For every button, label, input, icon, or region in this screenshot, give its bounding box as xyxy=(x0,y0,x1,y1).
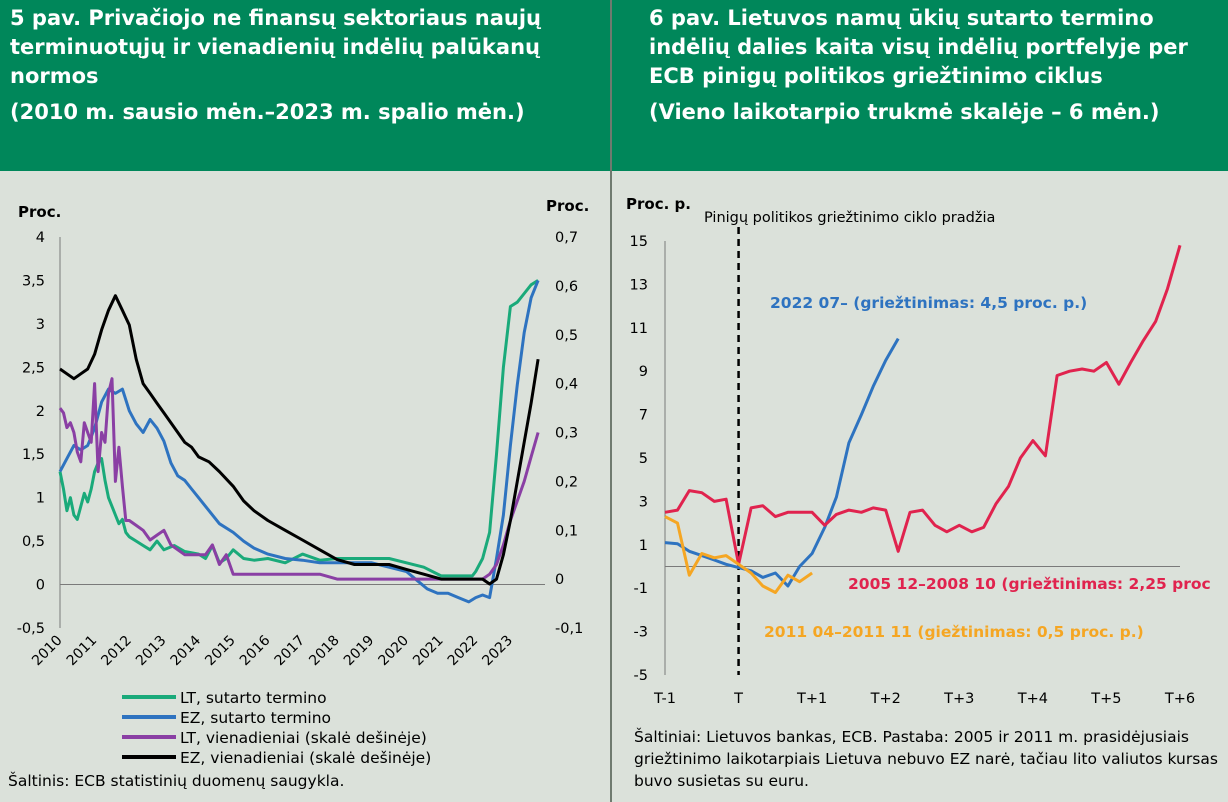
right-panel: 6 pav. Lietuvos namų ūkių sutarto termin… xyxy=(612,0,1228,802)
x-tick-label: 2022 xyxy=(445,633,482,670)
series-line-cycle_2022 xyxy=(664,337,900,588)
y-left-tick-label: 4 xyxy=(36,230,45,246)
x-tick-label: 2016 xyxy=(237,632,274,669)
y-tick-label: 1 xyxy=(639,538,648,554)
y-left-tick-label: 0,5 xyxy=(22,534,45,550)
y-tick-label: 7 xyxy=(639,408,648,424)
y-tick-label: 15 xyxy=(630,234,648,250)
y-right-tick-label: 0,3 xyxy=(555,426,578,442)
series-line-lt_term xyxy=(58,279,539,578)
tightening-start-label: Pinigų politikos griežtinimo ciklo pradž… xyxy=(704,210,995,226)
y-right-tick-label: 0,4 xyxy=(555,377,578,393)
y-right-tick-label: -0,1 xyxy=(555,621,583,637)
y-tick-label: -5 xyxy=(634,668,648,684)
left-panel-header: 5 pav. Privačiojo ne finansų sektoriaus … xyxy=(0,0,610,171)
x-tick-label: 2018 xyxy=(306,633,343,670)
y-right-tick-label: 0,5 xyxy=(555,328,578,344)
x-tick-label: T+2 xyxy=(870,691,901,707)
y-left-tick-label: -0,5 xyxy=(17,621,45,637)
legend-label-ez_overnight: EZ, vienadieniai (skalė dešinėje) xyxy=(180,749,431,767)
series-line-lt_overnight xyxy=(58,377,540,581)
right-chart-title: 6 pav. Lietuvos namų ūkių sutarto termin… xyxy=(649,6,1188,88)
left-chart-title: 5 pav. Privačiojo ne finansų sektoriaus … xyxy=(10,6,541,88)
x-tick-label: 2021 xyxy=(410,633,447,670)
legend-label-lt_term: LT, sutarto termino xyxy=(180,689,327,707)
left-chart-subtitle: (2010 m. sausio mėn.–2023 m. spalio mėn.… xyxy=(10,100,525,124)
x-tick-label: T xyxy=(733,691,743,707)
x-tick-label: 2011 xyxy=(64,633,101,670)
series-line-ez_term xyxy=(58,279,540,604)
x-tick-label: T+1 xyxy=(796,691,827,707)
y-tick-label: -3 xyxy=(634,625,648,641)
y-tick-label: 11 xyxy=(630,321,648,337)
x-tick-label: 2019 xyxy=(341,633,378,670)
left-panel: 5 pav. Privačiojo ne finansų sektoriaus … xyxy=(0,0,610,802)
legend-label-lt_overnight: LT, vienadieniai (skalė dešinėje) xyxy=(180,729,427,747)
right-panel-header: 6 pav. Lietuvos namų ūkių sutarto termin… xyxy=(612,0,1228,171)
y-tick-label: 3 xyxy=(639,494,648,510)
right-y-axis-label: Proc. xyxy=(546,197,589,215)
y-right-tick-label: 0,1 xyxy=(555,523,578,539)
left-source-note: Šaltinis: ECB statistinių duomenų saugyk… xyxy=(8,772,345,790)
x-tick-label: 2017 xyxy=(272,633,309,670)
series-label-cycle_2011: 2011 04–2011 11 (giežtinimas: 0,5 proc. … xyxy=(764,623,1144,641)
right-line-chart: Proc. p. Pinigų politikos griežtinimo cik… xyxy=(626,195,1211,707)
x-tick-label: 2012 xyxy=(98,633,135,670)
y-left-tick-label: 1 xyxy=(36,491,45,507)
x-tick-label: 2020 xyxy=(376,633,413,670)
x-tick-label: 2015 xyxy=(202,633,239,670)
x-tick-label: T+4 xyxy=(1017,691,1048,707)
y-tick-label: 13 xyxy=(630,277,648,293)
y-tick-label: -1 xyxy=(634,581,648,597)
left-y-axis-label: Proc. xyxy=(18,203,61,221)
y-right-tick-label: 0,2 xyxy=(555,474,578,490)
series-label-cycle_2005: 2005 12–2008 10 (griežtinimas: 2,25 proc xyxy=(848,575,1211,593)
y-left-tick-label: 3,5 xyxy=(22,273,45,289)
x-tick-label: 2023 xyxy=(479,633,516,670)
y-left-tick-label: 2,5 xyxy=(22,360,45,376)
series-label-cycle_2022: 2022 07– (griežtinimas: 4,5 proc. p.) xyxy=(770,294,1087,312)
right-chart-subtitle: (Vieno laikotarpio trukmė skalėje – 6 mė… xyxy=(649,100,1160,124)
panel-divider xyxy=(610,0,612,802)
series-line-ez_overnight xyxy=(59,294,540,586)
y-left-tick-label: 0 xyxy=(36,578,45,594)
x-tick-label: 2014 xyxy=(168,632,205,669)
x-tick-label: T+3 xyxy=(943,691,974,707)
x-tick-label: 2010 xyxy=(29,633,66,670)
y-tick-label: 5 xyxy=(639,451,648,467)
y-left-tick-label: 2 xyxy=(36,404,45,420)
series-line-cycle_2005 xyxy=(664,244,1182,566)
legend-label-ez_term: EZ, sutarto termino xyxy=(180,709,331,727)
y-right-tick-label: 0 xyxy=(555,572,564,588)
y-tick-label: 9 xyxy=(639,364,648,380)
x-tick-label: T-1 xyxy=(653,691,676,707)
series-line-cycle_2011 xyxy=(664,515,813,594)
y-left-tick-label: 3 xyxy=(36,317,45,333)
x-tick-label: T+6 xyxy=(1164,691,1195,707)
y-axis-label: Proc. p. xyxy=(626,195,691,213)
y-right-tick-label: 0,6 xyxy=(555,279,578,295)
y-right-tick-label: 0,7 xyxy=(555,230,578,246)
x-tick-label: 2013 xyxy=(133,633,170,670)
y-left-tick-label: 1,5 xyxy=(22,447,45,463)
right-source-note: Šaltiniai: Lietuvos bankas, ECB. Pastaba… xyxy=(634,728,1218,790)
left-line-chart: Proc. Proc. 4 3,5 3 2,5 2 1,5 1 0,5 0 -0,5 0,7 0,6 0,5… xyxy=(17,197,590,767)
x-tick-label: T+5 xyxy=(1090,691,1121,707)
